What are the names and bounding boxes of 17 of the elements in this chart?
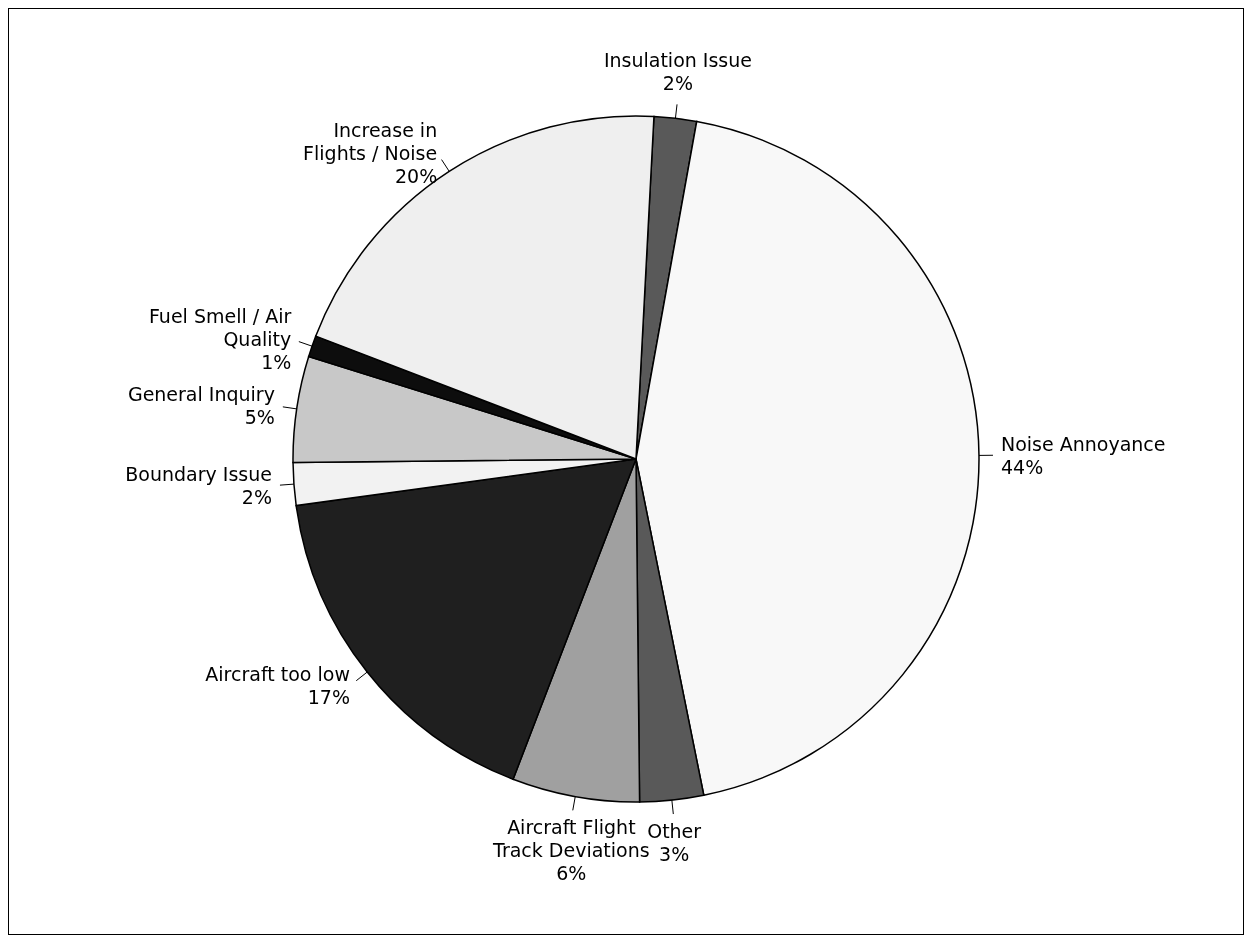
slice-label: Fuel Smell / Air Quality: [148, 304, 292, 350]
data-label: 5%: [244, 406, 275, 429]
slice-label: Noise Annoyance: [1000, 432, 1166, 455]
slice-label: Increase in Flights / Noise: [303, 118, 438, 164]
data-label: 6%: [556, 862, 587, 885]
slice-label: Insulation Issue: [603, 49, 752, 72]
data-label: 1%: [261, 350, 292, 373]
data-label: 2%: [662, 72, 694, 95]
slice-label: Other: [647, 820, 702, 842]
slice-label: General Inquiry: [127, 383, 275, 406]
data-label: 44%: [1000, 455, 1044, 478]
data-label: 17%: [307, 686, 350, 709]
data-label: 20%: [394, 164, 438, 187]
data-label: 2%: [241, 486, 272, 509]
data-label: 3%: [659, 843, 690, 865]
slice-label: Aircraft too low: [205, 663, 350, 686]
slice-label: Boundary Issue: [125, 463, 272, 486]
